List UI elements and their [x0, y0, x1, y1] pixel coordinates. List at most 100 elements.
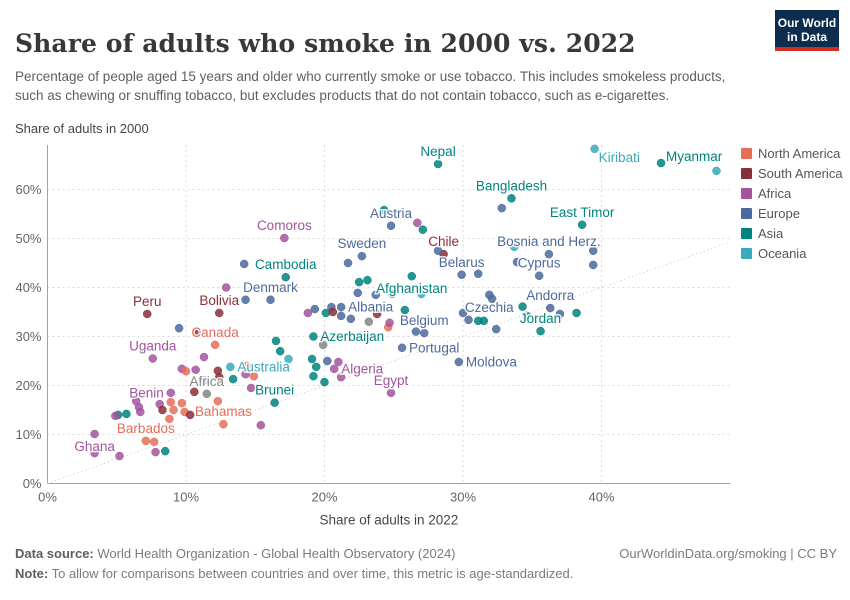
data-point[interactable] — [588, 246, 598, 255]
data-point[interactable] — [334, 357, 343, 367]
data-point[interactable] — [479, 316, 489, 326]
owid-link[interactable]: OurWorldinData.org/smoking | CC BY — [619, 546, 837, 561]
data-point[interactable] — [199, 376, 209, 385]
legend-item-oceania[interactable]: Oceania — [741, 246, 843, 261]
data-point-nepal[interactable] — [433, 159, 443, 169]
data-point[interactable] — [310, 304, 320, 314]
data-point[interactable] — [309, 371, 318, 381]
data-point[interactable] — [712, 166, 721, 176]
data-point-belarus[interactable] — [457, 270, 466, 280]
scatter-plot[interactable]: 0% 10% 20% 30% 40% 50% 60% 0% 10% 20% 30% 40% Share … — [0, 140, 735, 540]
data-point[interactable] — [275, 346, 285, 356]
data-point[interactable] — [303, 308, 313, 318]
data-point[interactable] — [512, 257, 522, 267]
data-point[interactable] — [464, 315, 473, 325]
data-point[interactable] — [328, 307, 338, 317]
data-point[interactable] — [136, 407, 145, 417]
data-point[interactable] — [185, 410, 195, 420]
data-point[interactable] — [323, 356, 332, 366]
data-point[interactable] — [388, 289, 397, 299]
data-point[interactable] — [417, 289, 426, 299]
data-point[interactable] — [572, 308, 581, 318]
data-point[interactable] — [90, 448, 99, 458]
data-point-algeria[interactable] — [329, 364, 339, 374]
data-point-ghana[interactable] — [90, 429, 99, 439]
data-point[interactable] — [522, 311, 531, 321]
data-point[interactable] — [214, 372, 224, 382]
legend-item-africa[interactable]: Africa — [741, 186, 843, 201]
data-point[interactable] — [174, 323, 184, 333]
data-point[interactable] — [165, 414, 174, 424]
data-point[interactable] — [371, 290, 380, 300]
data-point[interactable] — [192, 327, 202, 337]
data-point-australia[interactable] — [226, 362, 235, 372]
data-point-uganda[interactable] — [148, 354, 158, 363]
data-point[interactable] — [256, 420, 266, 430]
data-point-benin[interactable] — [166, 388, 176, 398]
data-point-belgium[interactable] — [419, 328, 429, 338]
data-point[interactable] — [336, 372, 346, 382]
owid-logo[interactable]: Our World in Data — [775, 10, 839, 51]
legend-item-asia[interactable]: Asia — [741, 226, 843, 241]
data-point[interactable] — [122, 409, 131, 419]
data-point[interactable] — [239, 259, 249, 269]
data-point-jordan[interactable] — [536, 326, 545, 336]
legend-item-south-america[interactable]: South America — [741, 166, 843, 181]
data-point[interactable] — [307, 354, 317, 364]
data-point-afghanistan[interactable] — [407, 271, 417, 281]
data-point-bahamas[interactable] — [219, 419, 228, 429]
data-point[interactable] — [509, 242, 519, 252]
data-point[interactable] — [166, 397, 176, 407]
data-point[interactable] — [115, 451, 124, 461]
data-point-east-timor[interactable] — [577, 220, 587, 230]
data-point[interactable] — [241, 369, 250, 379]
data-point-cyprus[interactable] — [534, 271, 544, 280]
data-point-bosnia-and-herz-[interactable] — [544, 249, 554, 259]
data-point-comoros[interactable] — [280, 233, 289, 243]
data-point-cambodia[interactable] — [281, 272, 290, 282]
data-point-peru[interactable] — [142, 309, 152, 319]
data-point[interactable] — [191, 365, 200, 375]
data-point[interactable] — [169, 405, 178, 415]
data-point[interactable] — [241, 295, 250, 304]
data-point-austria[interactable] — [386, 221, 396, 231]
data-point[interactable] — [379, 205, 389, 215]
data-point[interactable] — [372, 309, 382, 319]
data-point-africa[interactable] — [202, 389, 212, 399]
legend-item-north-america[interactable]: North America — [741, 146, 843, 161]
data-point-albania[interactable] — [336, 302, 346, 312]
data-point[interactable] — [181, 367, 191, 376]
data-point[interactable] — [311, 362, 321, 372]
data-point[interactable] — [363, 275, 372, 285]
data-point[interactable] — [364, 317, 374, 327]
data-point-brunei[interactable] — [270, 398, 279, 407]
data-point-azerbaijan[interactable] — [309, 332, 318, 341]
data-point[interactable] — [385, 318, 394, 328]
data-point[interactable] — [318, 340, 328, 350]
data-point[interactable] — [320, 377, 329, 387]
data-point[interactable] — [343, 258, 353, 268]
data-point[interactable] — [518, 302, 527, 311]
data-point[interactable] — [246, 383, 256, 393]
data-point[interactable] — [353, 288, 362, 298]
data-point[interactable] — [473, 269, 483, 279]
data-point[interactable] — [177, 398, 187, 408]
data-point[interactable] — [418, 225, 428, 234]
data-point-portugal[interactable] — [397, 343, 407, 353]
data-point-andorra[interactable] — [546, 303, 555, 313]
data-point-sweden[interactable] — [357, 251, 367, 261]
data-point-canada[interactable] — [210, 340, 220, 350]
data-point[interactable] — [284, 354, 293, 364]
data-point[interactable] — [354, 277, 364, 287]
data-point[interactable] — [249, 371, 259, 381]
data-point[interactable] — [160, 446, 170, 456]
data-point[interactable] — [111, 411, 120, 421]
data-point-kiribati[interactable] — [590, 144, 599, 154]
data-point[interactable] — [458, 308, 468, 318]
data-point[interactable] — [433, 246, 443, 255]
data-point[interactable] — [199, 352, 209, 362]
data-point-denmark[interactable] — [266, 295, 275, 304]
data-point[interactable] — [190, 387, 199, 397]
data-point[interactable] — [413, 218, 422, 228]
data-point-moldova[interactable] — [454, 357, 464, 367]
